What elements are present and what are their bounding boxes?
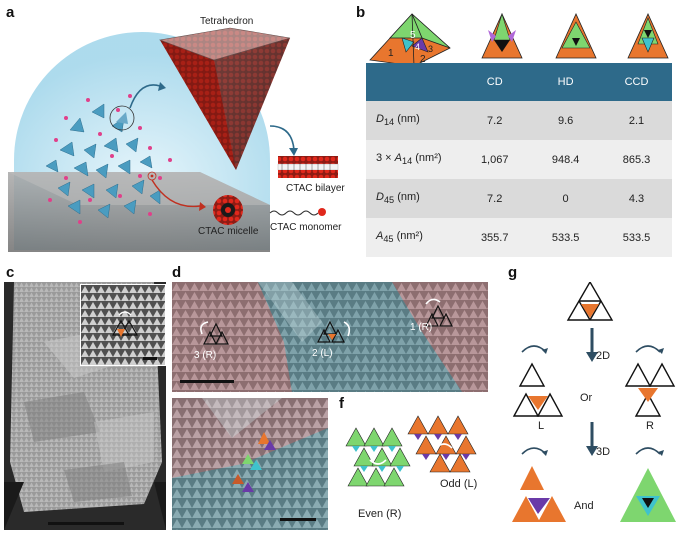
domain-3-label: 3 (R) — [194, 350, 217, 361]
sem-image-d — [172, 282, 488, 392]
panel-label-c: c — [6, 264, 15, 281]
row-label: A45 (nm²) — [366, 218, 460, 257]
bilayer-label: CTAC bilayer — [286, 183, 345, 194]
row-label: D45 (nm) — [366, 179, 460, 218]
cell-value: 533.5 — [530, 218, 602, 257]
panel-label-g: g — [508, 264, 518, 281]
cell-value: 865.3 — [601, 140, 672, 179]
panel-g-schematic — [512, 282, 676, 522]
scale-bar-e — [280, 518, 316, 521]
cell-value: 7.2 — [459, 179, 531, 218]
cell-value: 4.3 — [601, 179, 672, 218]
l-model — [512, 345, 564, 417]
cd-tetrahedron — [481, 12, 523, 59]
panel-label-d: d — [172, 264, 182, 281]
label-l: L — [538, 420, 545, 432]
panel-label-b: b — [356, 4, 366, 21]
header-ccd: CCD — [601, 63, 672, 101]
header-cd: CD — [459, 63, 531, 101]
micelle-label: CTAC micelle — [198, 226, 259, 237]
cell-value: 7.2 — [459, 101, 531, 140]
scale-bar-d — [180, 380, 234, 383]
table-row: A45 (nm²) 355.7 533.5 533.5 — [366, 218, 672, 257]
ctac-micelle — [213, 195, 243, 225]
big-tetrahedron — [158, 27, 291, 170]
header-hd: HD — [530, 63, 602, 101]
odd-label: Odd (L) — [440, 478, 478, 490]
odd-model — [407, 415, 477, 473]
label-3d: 3D — [596, 446, 611, 458]
domain-1 — [392, 282, 488, 392]
table-row: 3 × A14 (nm²) 1,067 948.4 865.3 — [366, 140, 672, 179]
header-blank — [366, 63, 460, 101]
cell-value: 2.1 — [601, 101, 672, 140]
cell-value: 533.5 — [601, 218, 672, 257]
panel-f-models — [345, 415, 477, 487]
table-row: D45 (nm) 7.2 0 4.3 — [366, 179, 672, 218]
domain-2-marker — [317, 320, 351, 343]
face-4: 4 — [415, 42, 420, 52]
even-label: Even (R) — [358, 508, 402, 520]
table-header-row: CD HD CCD — [366, 63, 672, 101]
domain-2-label: 2 (L) — [312, 348, 333, 359]
panel-b-tetrahedra: 5 4 3 1 2 — [369, 12, 669, 66]
top-model — [566, 282, 614, 321]
scale-bar-inset — [143, 357, 157, 360]
sem-image-c — [4, 282, 166, 530]
label-or: Or — [580, 392, 593, 404]
ccd-tetrahedron — [627, 13, 669, 59]
row-label: 3 × A14 (nm²) — [366, 140, 460, 179]
inset-c — [80, 284, 166, 366]
parameter-table: CD HD CCD D14 (nm) 7.2 9.6 2.1 3 × A14 (… — [366, 63, 672, 257]
scale-bar-c — [48, 522, 124, 525]
panel-label-f: f — [339, 395, 344, 412]
cell-value: 1,067 — [459, 140, 531, 179]
arrow-to-tetrahedron — [129, 84, 161, 109]
label-r: R — [646, 420, 654, 432]
cell-value: 9.6 — [530, 101, 602, 140]
colored-particles-e — [232, 432, 276, 492]
face-5: 5 — [410, 30, 416, 41]
even-model — [345, 427, 411, 487]
zoom-circle — [109, 105, 135, 131]
r-model — [624, 345, 676, 417]
cell-value: 0 — [530, 179, 602, 218]
domain-1-label: 1 (R) — [410, 322, 433, 333]
face-2: 2 — [420, 54, 426, 65]
domain-2 — [258, 282, 462, 392]
label-and: And — [574, 500, 594, 512]
cell-value: 948.4 — [530, 140, 602, 179]
numbered-tetrahedron — [369, 13, 451, 66]
arrow-3d — [586, 446, 598, 456]
monomer-label: CTAC monomer — [270, 222, 342, 233]
domain-3 — [172, 282, 292, 392]
hd-tetrahedron — [555, 13, 597, 59]
domain-3-marker — [200, 321, 229, 345]
row-label: D14 (nm) — [366, 101, 460, 140]
panel-label-a: a — [6, 4, 15, 21]
nanocrystal-cluster — [45, 103, 161, 219]
ctac-monomer — [269, 208, 326, 216]
panel-a-illustration — [8, 27, 339, 252]
ctac-bilayer — [277, 156, 339, 178]
green-3d-model — [620, 447, 676, 522]
arrow-2d — [586, 352, 598, 362]
table-row: D14 (nm) 7.2 9.6 2.1 — [366, 101, 672, 140]
face-3: 3 — [428, 44, 433, 54]
domain-1-marker — [425, 298, 453, 327]
tetrahedron-label: Tetrahedron — [200, 16, 254, 27]
ctac-monomer-dots — [48, 94, 172, 224]
label-2d: 2D — [596, 350, 611, 362]
face-1: 1 — [388, 48, 394, 59]
cell-value: 355.7 — [459, 218, 531, 257]
sem-image-e — [172, 398, 328, 530]
orange-3d-model — [512, 447, 566, 522]
